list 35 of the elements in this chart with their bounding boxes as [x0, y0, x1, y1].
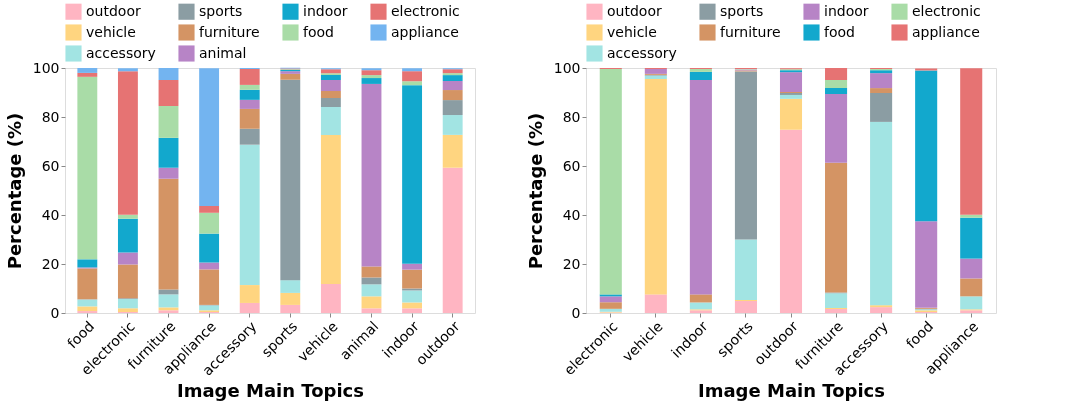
- legend-label: accessory: [86, 44, 156, 61]
- y-tick-label: 80: [41, 108, 60, 125]
- legend-label: sports: [199, 2, 243, 19]
- y-tick-label: 80: [562, 108, 581, 125]
- y-tick-label: 0: [571, 304, 581, 321]
- legend-label: food: [824, 23, 855, 40]
- y-tick-label: 100: [553, 59, 581, 76]
- legend-label: furniture: [720, 23, 781, 40]
- y-axis-title: Percentage (%): [3, 112, 25, 270]
- legend-label: accessory: [607, 44, 677, 61]
- y-tick-label: 40: [562, 206, 581, 223]
- legend-label: furniture: [199, 23, 260, 40]
- x-axis-title: Image Main Topics: [698, 379, 885, 401]
- y-axis-title: Percentage (%): [524, 112, 546, 270]
- legend-label: appliance: [391, 23, 459, 40]
- y-tick-label: 60: [41, 157, 60, 174]
- y-tick-label: 100: [32, 59, 60, 76]
- legend-label: vehicle: [607, 23, 657, 40]
- y-tick-label: 60: [562, 157, 581, 174]
- legend-label: sports: [720, 2, 764, 19]
- legend-label: indoor: [824, 2, 869, 19]
- y-tick-label: 0: [50, 304, 60, 321]
- legend-label: appliance: [912, 23, 980, 40]
- legend-label: outdoor: [86, 2, 141, 19]
- legend-label: animal: [199, 44, 247, 61]
- legend-label: vehicle: [86, 23, 136, 40]
- legend-label: indoor: [303, 2, 348, 19]
- y-tick-label: 40: [41, 206, 60, 223]
- legend-label: electronic: [391, 2, 460, 19]
- legend-label: outdoor: [607, 2, 662, 19]
- x-axis-title: Image Main Topics: [177, 379, 364, 401]
- legend-label: food: [303, 23, 334, 40]
- y-tick-label: 20: [41, 255, 60, 272]
- y-tick-label: 20: [562, 255, 581, 272]
- legend-label: electronic: [912, 2, 981, 19]
